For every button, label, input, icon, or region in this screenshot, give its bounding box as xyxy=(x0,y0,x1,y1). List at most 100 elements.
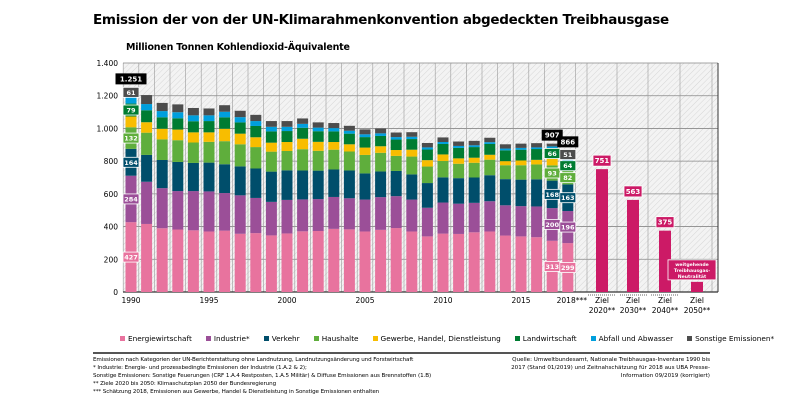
bar-segment-haushalte xyxy=(375,152,387,172)
x-tick-label: Ziel xyxy=(595,296,609,305)
bar-segment-landwirtschaft xyxy=(406,139,418,150)
bar-segment-abfall-und-abwasser xyxy=(453,145,465,148)
bar-segment-abfall-und-abwasser xyxy=(390,137,402,140)
legend-swatch xyxy=(372,336,378,341)
bar-segment-landwirtschaft xyxy=(172,118,184,130)
data-label: 82 xyxy=(563,174,572,182)
x-tick-label: 2020** xyxy=(589,306,616,315)
footnote: * Industrie: Energie- und prozessbedingt… xyxy=(93,365,307,371)
bar-segment-energiewirtschaft xyxy=(219,230,231,292)
bar-segment-industrie- xyxy=(375,197,387,230)
bar-segment-industrie- xyxy=(141,181,153,224)
total-label: 1.251 xyxy=(120,75,142,83)
bar-segment-verkehr xyxy=(343,170,355,199)
footnotes: Emissionen nach Kategorien der UN-Berich… xyxy=(93,356,431,396)
x-tick-label: 1995 xyxy=(199,296,218,305)
y-tick-label: 1.400 xyxy=(97,59,119,68)
legend-label: Landwirtschaft xyxy=(522,334,577,343)
legend-item: Verkehr xyxy=(263,334,300,343)
data-label: 79 xyxy=(126,107,136,115)
bar-segment-landwirtschaft xyxy=(219,117,231,129)
target-label: 375 xyxy=(658,219,673,227)
bar-segment-haushalte xyxy=(359,154,371,174)
legend-item: Abfall und Abwasser xyxy=(590,334,673,343)
bar-segment-sonstige-emissionen- xyxy=(390,132,402,138)
bar-segment-haushalte xyxy=(219,141,231,165)
legend-swatch xyxy=(205,336,211,341)
bar-segment-verkehr xyxy=(203,162,215,192)
target-bar xyxy=(627,199,639,292)
bar-segment-abfall-und-abwasser xyxy=(312,127,324,132)
bar-segment-abfall-und-abwasser xyxy=(125,97,137,104)
bar-segment-industrie- xyxy=(343,198,355,230)
bar-segment-haushalte xyxy=(531,164,543,180)
target-label: weitgehende xyxy=(675,262,709,268)
bar-segment-haushalte xyxy=(297,149,309,171)
bar-segment-haushalte xyxy=(484,159,496,176)
bar-segment-verkehr xyxy=(187,162,199,192)
bar-segment-landwirtschaft xyxy=(156,117,168,129)
legend-item: Haushalte xyxy=(313,334,359,343)
bar-segment-landwirtschaft xyxy=(499,150,511,162)
bar-segment-gewerbe-handel-dienstleistung xyxy=(203,132,215,142)
bar-segment-verkehr xyxy=(359,173,371,200)
bar-segment-gewerbe-handel-dienstleistung xyxy=(546,158,558,166)
bar-segment-landwirtschaft xyxy=(328,131,340,143)
bar-segment-abfall-und-abwasser xyxy=(375,133,387,136)
bar-segment-industrie- xyxy=(531,206,543,238)
bar-segment-haushalte xyxy=(453,163,465,179)
bar-segment-energiewirtschaft xyxy=(281,233,293,292)
bar-segment-sonstige-emissionen- xyxy=(515,143,527,148)
bar-segment-energiewirtschaft xyxy=(187,230,199,292)
bar-segment-sonstige-emissionen- xyxy=(172,104,184,113)
bar-segment-abfall-und-abwasser xyxy=(421,147,433,150)
bar-segment-gewerbe-handel-dienstleistung xyxy=(187,132,199,143)
bar-segment-abfall-und-abwasser xyxy=(281,126,293,132)
y-tick-label: 600 xyxy=(104,190,119,199)
bar-segment-verkehr xyxy=(141,154,153,182)
x-tick-label: 2015 xyxy=(511,296,530,305)
bar-segment-abfall-und-abwasser xyxy=(437,142,449,144)
bar-segment-landwirtschaft xyxy=(390,139,402,151)
bar-segment-landwirtschaft xyxy=(515,149,527,161)
legend-swatch xyxy=(514,336,520,341)
bar-segment-abfall-und-abwasser xyxy=(546,146,558,149)
source-line: 2017 (Stand 01/2019) und Zeitnahschätzun… xyxy=(511,365,710,371)
total-label-box xyxy=(115,73,147,85)
bar-segment-haushalte xyxy=(515,165,527,180)
bar-segment-gewerbe-handel-dienstleistung xyxy=(468,157,480,163)
legend-label: Energiewirtschaft xyxy=(128,334,192,343)
data-label-box xyxy=(122,156,140,168)
bar-segment-industrie- xyxy=(515,206,527,237)
bar-segment-industrie- xyxy=(172,191,184,230)
bar-segment-gewerbe-handel-dienstleistung xyxy=(499,161,511,166)
data-label: 61 xyxy=(126,89,136,97)
data-label: 132 xyxy=(124,135,138,143)
bar-segment-sonstige-emissionen- xyxy=(156,102,168,112)
data-label-box xyxy=(122,251,140,263)
bar-segment-landwirtschaft xyxy=(234,122,246,134)
bar-segment-gewerbe-handel-dienstleistung xyxy=(328,142,340,150)
bar-segment-gewerbe-handel-dienstleistung xyxy=(515,160,527,166)
bar-segment-abfall-und-abwasser xyxy=(172,112,184,119)
legend-swatch xyxy=(687,336,693,341)
bar-segment-gewerbe-handel-dienstleistung xyxy=(156,128,168,140)
bar-segment-industrie- xyxy=(234,195,246,234)
bar-segment-verkehr xyxy=(484,175,496,202)
bar-segment-sonstige-emissionen- xyxy=(328,123,340,129)
footnote: Sonstige Emissionen: Sonstige Feuerungen… xyxy=(93,373,432,379)
bar-segment-landwirtschaft xyxy=(265,131,277,143)
bar-segment-haushalte xyxy=(234,144,246,167)
bar-segment-landwirtschaft xyxy=(421,149,433,161)
bar-segment-industrie- xyxy=(453,203,465,234)
y-tick-label: 200 xyxy=(104,255,119,264)
footnote: *** Schätzung 2018, Emissionen aus Gewer… xyxy=(93,389,380,395)
y-tick-label: 400 xyxy=(104,223,119,232)
bar-segment-gewerbe-handel-dienstleistung xyxy=(359,147,371,155)
bar-segment-landwirtschaft xyxy=(343,133,355,145)
bar-segment-landwirtschaft xyxy=(437,143,449,155)
x-tick-label: 2010 xyxy=(433,296,452,305)
bar-segment-industrie- xyxy=(203,191,215,232)
bar-segment-haushalte xyxy=(390,155,402,171)
bar-segment-energiewirtschaft xyxy=(359,231,371,292)
